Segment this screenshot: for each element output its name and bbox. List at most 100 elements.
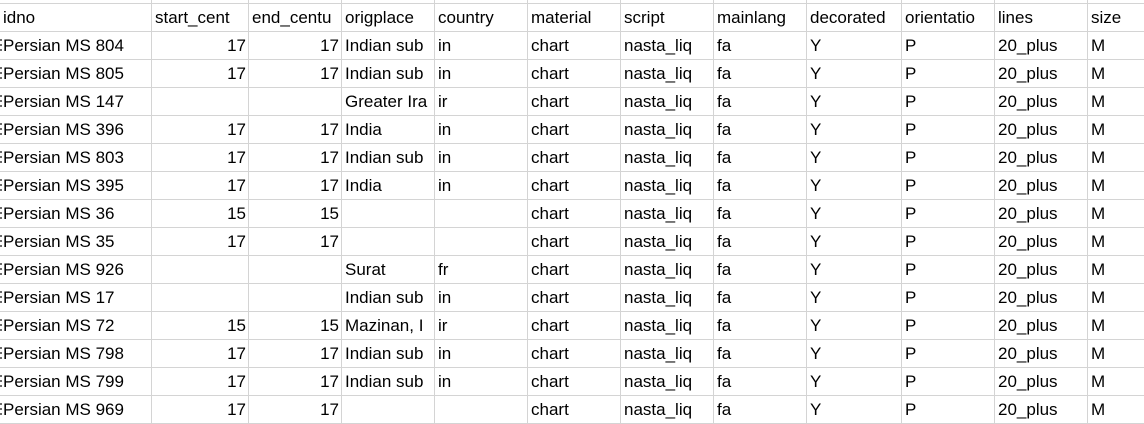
cell-size[interactable]: M [1091,372,1106,391]
cell-start-cent[interactable]: 17 [227,120,246,139]
cell-end-centu[interactable]: 17 [320,176,339,195]
header-cell-decorated[interactable]: decorated [810,8,886,27]
cell-origplace[interactable]: Indian sub [345,148,424,167]
cell-mainlang[interactable]: fa [717,120,732,139]
cell-decorated[interactable]: Y [810,260,822,279]
cell-start-cent[interactable]: 17 [227,176,246,195]
cell-country[interactable]: in [438,176,452,195]
cell-end-centu[interactable]: 17 [320,148,339,167]
cell-origplace[interactable]: Indian sub [345,344,424,363]
cell-orientatio[interactable]: P [905,260,917,279]
cell-origplace[interactable]: Indian sub [345,288,424,307]
cell-origplace[interactable]: Indian sub [345,36,424,55]
header-cell-country[interactable]: country [438,8,494,27]
cell-size[interactable]: M [1091,148,1106,167]
cell-orientatio[interactable]: P [905,36,917,55]
cell-country[interactable]: ir [438,92,448,111]
cell-decorated[interactable]: Y [810,120,822,139]
cell-decorated[interactable]: Y [810,344,822,363]
cell-material[interactable]: chart [531,36,569,55]
cell-script[interactable]: nasta_liq [624,176,693,195]
header-cell-script[interactable]: script [624,8,665,27]
cell-end-centu[interactable]: 15 [320,316,339,335]
cell-origplace[interactable] [342,228,435,256]
cell-country[interactable] [435,200,528,228]
cell-script[interactable]: nasta_liq [624,400,693,419]
cell-start-cent[interactable]: 17 [227,400,246,419]
cell-mainlang[interactable]: fa [717,92,732,111]
cell-end-centu[interactable]: 17 [320,64,339,83]
cell-start-cent[interactable]: 15 [227,316,246,335]
cell-lines[interactable]: 20_plus [998,232,1058,251]
cell-lines[interactable]: 20_plus [998,92,1058,111]
cell-lines[interactable]: 20_plus [998,64,1058,83]
cell-mainlang[interactable]: fa [717,64,732,83]
cell-size[interactable]: M [1091,344,1106,363]
cell-script[interactable]: nasta_liq [624,232,693,251]
cell-size[interactable]: M [1091,316,1106,335]
cell-end-centu[interactable]: 17 [320,372,339,391]
header-cell-idno[interactable]: idno [3,8,36,27]
cell-lines[interactable]: 20_plus [998,176,1058,195]
cell-decorated[interactable]: Y [810,204,822,223]
cell-start-cent[interactable] [152,284,249,312]
cell-end-centu[interactable] [249,256,342,284]
cell-mainlang[interactable]: fa [717,316,732,335]
cell-origplace[interactable]: India [345,120,382,139]
cell-script[interactable]: nasta_liq [624,260,693,279]
cell-script[interactable]: nasta_liq [624,288,693,307]
cell-country[interactable]: in [438,64,452,83]
cell-decorated[interactable]: Y [810,316,822,335]
cell-lines[interactable]: 20_plus [998,204,1058,223]
header-cell-material[interactable]: material [531,8,592,27]
cell-orientatio[interactable]: P [905,176,917,195]
cell-end-centu[interactable]: 17 [320,232,339,251]
cell-country[interactable]: in [438,288,452,307]
cell-idno[interactable]: Persian MS 798 [3,344,124,363]
cell-start-cent[interactable]: 17 [227,148,246,167]
cell-idno[interactable]: Persian MS 804 [3,36,124,55]
cell-end-centu[interactable]: 17 [320,36,339,55]
cell-start-cent[interactable]: 17 [227,344,246,363]
cell-orientatio[interactable]: P [905,372,917,391]
cell-idno[interactable]: Persian MS 147 [3,92,124,111]
cell-idno[interactable]: Persian MS 36 [3,204,115,223]
cell-origplace[interactable]: Indian sub [345,64,424,83]
cell-country[interactable]: in [438,372,452,391]
cell-material[interactable]: chart [531,316,569,335]
cell-decorated[interactable]: Y [810,148,822,167]
header-cell-origplace[interactable]: origplace [345,8,414,27]
cell-country[interactable] [435,396,528,424]
cell-origplace[interactable]: India [345,176,382,195]
cell-material[interactable]: chart [531,92,569,111]
cell-start-cent[interactable]: 15 [227,204,246,223]
cell-script[interactable]: nasta_liq [624,372,693,391]
cell-lines[interactable]: 20_plus [998,120,1058,139]
cell-material[interactable]: chart [531,260,569,279]
cell-idno[interactable]: Persian MS 395 [3,176,124,195]
cell-mainlang[interactable]: fa [717,36,732,55]
cell-origplace[interactable]: Indian sub [345,372,424,391]
cell-idno[interactable]: Persian MS 969 [3,400,124,419]
cell-size[interactable]: M [1091,120,1106,139]
cell-lines[interactable]: 20_plus [998,288,1058,307]
cell-size[interactable]: M [1091,288,1106,307]
cell-start-cent[interactable]: 17 [227,64,246,83]
cell-end-centu[interactable]: 15 [320,204,339,223]
cell-orientatio[interactable]: P [905,232,917,251]
cell-mainlang[interactable]: fa [717,400,732,419]
cell-size[interactable]: M [1091,36,1106,55]
cell-decorated[interactable]: Y [810,176,822,195]
cell-decorated[interactable]: Y [810,400,822,419]
cell-country[interactable]: in [438,120,452,139]
cell-lines[interactable]: 20_plus [998,316,1058,335]
cell-size[interactable]: M [1091,260,1106,279]
cell-decorated[interactable]: Y [810,36,822,55]
cell-lines[interactable]: 20_plus [998,36,1058,55]
cell-end-centu[interactable] [249,88,342,116]
cell-decorated[interactable]: Y [810,64,822,83]
cell-size[interactable]: M [1091,400,1106,419]
cell-end-centu[interactable] [249,284,342,312]
cell-decorated[interactable]: Y [810,232,822,251]
